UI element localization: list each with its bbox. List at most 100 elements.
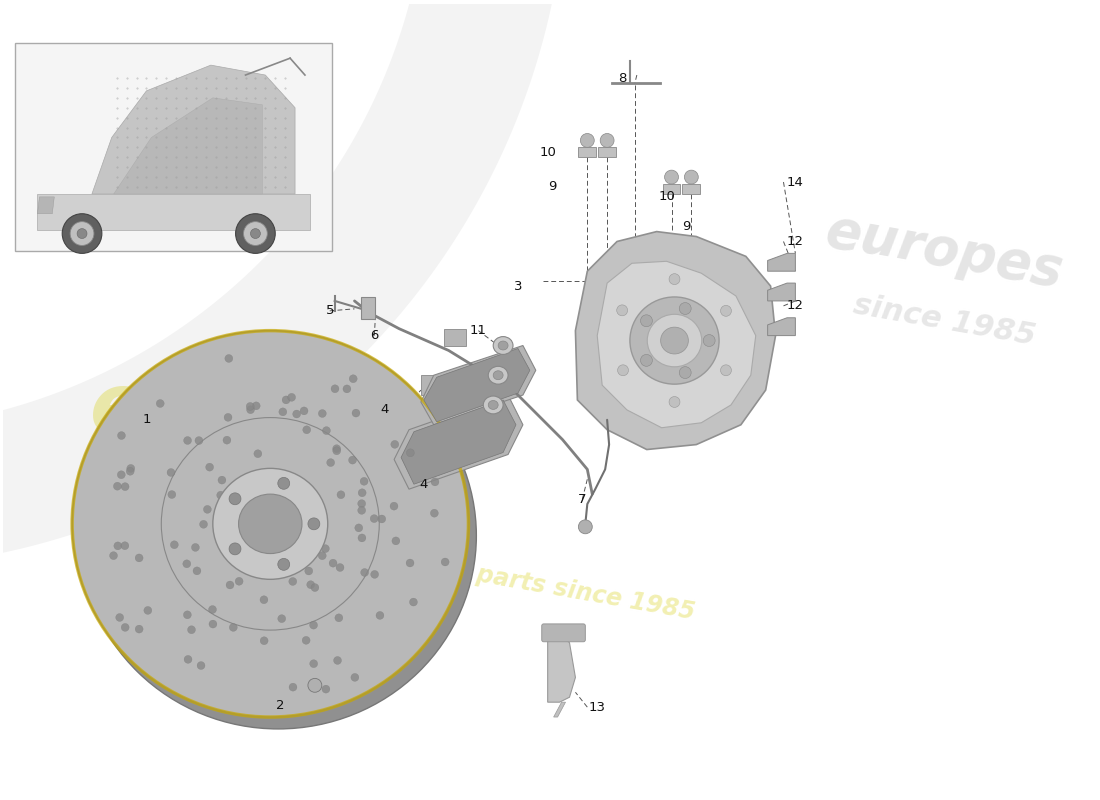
Polygon shape (575, 231, 776, 450)
Circle shape (278, 614, 286, 622)
Circle shape (246, 406, 254, 414)
Circle shape (334, 614, 343, 622)
Circle shape (293, 410, 300, 418)
Circle shape (135, 554, 143, 562)
Circle shape (680, 366, 691, 378)
Circle shape (349, 456, 356, 464)
Circle shape (664, 170, 679, 184)
Circle shape (358, 506, 365, 514)
Circle shape (322, 685, 330, 693)
Circle shape (337, 563, 344, 571)
Circle shape (311, 584, 319, 591)
Text: 10: 10 (658, 190, 675, 203)
Circle shape (282, 396, 290, 404)
Circle shape (333, 657, 341, 665)
Circle shape (431, 478, 439, 486)
Text: 5: 5 (326, 304, 334, 318)
Text: 9: 9 (549, 181, 557, 194)
Polygon shape (37, 197, 54, 214)
Circle shape (321, 545, 329, 553)
FancyBboxPatch shape (362, 297, 375, 318)
Circle shape (279, 408, 287, 416)
Circle shape (352, 409, 360, 417)
Circle shape (332, 447, 341, 454)
Ellipse shape (239, 494, 302, 554)
Circle shape (251, 229, 261, 238)
Circle shape (355, 524, 363, 532)
FancyBboxPatch shape (598, 147, 616, 158)
Ellipse shape (647, 314, 702, 367)
Circle shape (337, 490, 345, 498)
Text: 12: 12 (786, 299, 804, 312)
Ellipse shape (661, 327, 689, 354)
Circle shape (409, 598, 417, 606)
Circle shape (302, 636, 310, 644)
Circle shape (308, 678, 322, 692)
Circle shape (235, 578, 243, 586)
Circle shape (581, 134, 594, 147)
Circle shape (305, 567, 312, 575)
Ellipse shape (488, 401, 498, 410)
Circle shape (617, 305, 628, 316)
Ellipse shape (483, 396, 503, 414)
Circle shape (217, 491, 224, 499)
Circle shape (361, 569, 368, 577)
Circle shape (126, 465, 134, 472)
Circle shape (252, 402, 261, 410)
Text: europes: europes (821, 205, 1067, 298)
Text: 12: 12 (786, 235, 804, 248)
Circle shape (235, 214, 275, 254)
FancyBboxPatch shape (682, 184, 701, 194)
Text: authority for parts since 1985: authority for parts since 1985 (299, 532, 697, 625)
Polygon shape (421, 346, 536, 425)
Text: since 1985: since 1985 (850, 290, 1037, 351)
FancyBboxPatch shape (579, 147, 596, 158)
FancyBboxPatch shape (541, 624, 585, 642)
Circle shape (358, 534, 366, 542)
Circle shape (199, 520, 208, 528)
Circle shape (184, 437, 191, 445)
Circle shape (229, 543, 241, 555)
Text: 13: 13 (588, 701, 606, 714)
Circle shape (187, 626, 196, 634)
Circle shape (260, 596, 268, 604)
Ellipse shape (493, 337, 513, 354)
Circle shape (289, 578, 297, 586)
Polygon shape (37, 194, 310, 230)
Circle shape (209, 620, 217, 628)
Text: europes: europes (90, 370, 470, 450)
Circle shape (206, 463, 213, 471)
Circle shape (184, 611, 191, 618)
Circle shape (318, 552, 327, 560)
Circle shape (229, 623, 238, 631)
Circle shape (302, 426, 310, 434)
Circle shape (359, 489, 366, 497)
Circle shape (243, 222, 267, 246)
Polygon shape (553, 702, 565, 717)
Circle shape (209, 606, 217, 614)
Polygon shape (597, 262, 756, 428)
Polygon shape (768, 318, 795, 336)
Text: 6: 6 (370, 329, 378, 342)
Circle shape (358, 500, 365, 507)
Polygon shape (768, 254, 795, 271)
Circle shape (703, 334, 715, 346)
Text: 4: 4 (420, 478, 428, 490)
Polygon shape (394, 395, 522, 489)
Text: 10: 10 (539, 146, 557, 159)
Circle shape (332, 445, 341, 453)
Circle shape (278, 478, 289, 490)
Text: 1: 1 (142, 414, 151, 426)
Circle shape (579, 520, 592, 534)
Circle shape (223, 436, 231, 444)
Circle shape (640, 354, 652, 366)
Circle shape (329, 559, 337, 567)
Circle shape (170, 541, 178, 549)
Ellipse shape (73, 330, 469, 717)
Circle shape (156, 399, 164, 407)
Polygon shape (113, 98, 263, 194)
Circle shape (218, 476, 226, 484)
Circle shape (360, 478, 368, 486)
Circle shape (392, 537, 400, 545)
Circle shape (121, 623, 129, 631)
